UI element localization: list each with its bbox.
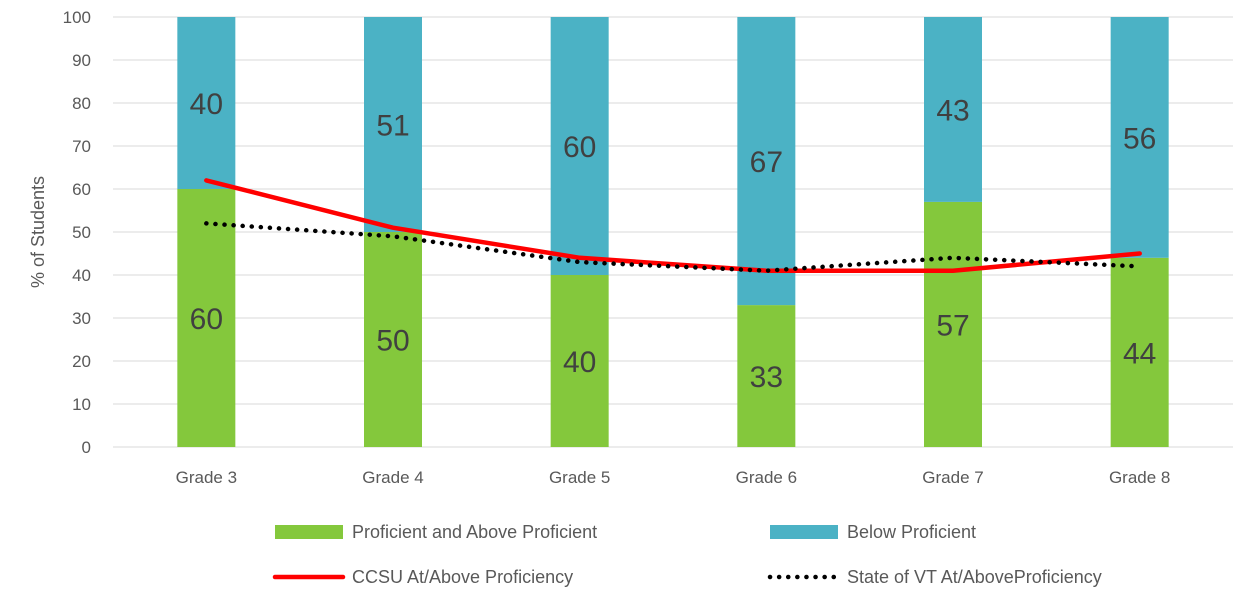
data-label: 33 [750, 361, 783, 394]
data-label: 51 [376, 110, 409, 143]
bar-below-proficient [924, 17, 982, 202]
x-tick-label: Grade 3 [176, 468, 237, 487]
line-ccsu-at-above-proficiency [204, 178, 1142, 273]
legend-swatch-proficient-and-above-proficient [275, 525, 343, 539]
x-tick-label: Grade 5 [549, 468, 610, 487]
bars [177, 17, 1169, 447]
y-tick-label: 50 [72, 223, 91, 242]
bar-proficient-and-above-proficient [550, 275, 609, 447]
y-tick-label: 60 [72, 180, 91, 199]
bar-proficient-and-above-proficient [737, 305, 796, 447]
y-tick-label: 100 [63, 8, 91, 27]
y-tick-label: 70 [72, 137, 91, 156]
bar-below-proficient [550, 17, 609, 275]
legend-label: Below Proficient [847, 522, 976, 542]
x-tick-label: Grade 7 [922, 468, 983, 487]
lines [204, 178, 1142, 273]
x-tick-label: Grade 8 [1109, 468, 1170, 487]
y-tick-label: 10 [72, 395, 91, 414]
legend-label: CCSU At/Above Proficiency [352, 567, 573, 587]
legend-label: Proficient and Above Proficient [352, 522, 597, 542]
data-label: 50 [376, 325, 409, 358]
data-labels: 60 40 50 51 40 60 33 67 57 43 44 56 [190, 88, 1157, 394]
y-tick-label: 0 [82, 438, 91, 457]
data-label: 60 [563, 131, 596, 164]
bar-proficient-and-above-proficient [924, 201, 982, 447]
data-label: 60 [190, 303, 223, 336]
y-tick-label: 40 [72, 266, 91, 285]
bar-proficient-and-above-proficient [177, 189, 236, 447]
data-label: 67 [750, 146, 783, 179]
data-label: 40 [190, 88, 223, 121]
x-tick-label: Grade 6 [736, 468, 797, 487]
data-label: 44 [1123, 337, 1156, 370]
data-label: 57 [936, 309, 969, 342]
legend-label: State of VT At/AboveProficiency [847, 567, 1102, 587]
data-label: 43 [936, 94, 969, 127]
bar-below-proficient [1110, 17, 1169, 258]
y-tick-label: 90 [72, 51, 91, 70]
data-label: 56 [1123, 122, 1156, 155]
bar-below-proficient [177, 17, 236, 189]
y-tick-label: 80 [72, 94, 91, 113]
bar-proficient-and-above-proficient [1110, 257, 1169, 447]
y-axis-title: % of Students [28, 176, 48, 288]
legend: Proficient and Above Proficient Below Pro… [272, 522, 1102, 587]
bar-below-proficient [364, 17, 422, 232]
x-axis-ticks: Grade 3 Grade 4 Grade 5 Grade 6 Grade 7 Grade… [176, 468, 1171, 487]
x-tick-label: Grade 4 [362, 468, 423, 487]
gridlines [113, 16, 1233, 448]
bar-proficient-and-above-proficient [364, 232, 422, 447]
y-tick-label: 20 [72, 352, 91, 371]
y-tick-label: 30 [72, 309, 91, 328]
line-state-of-vt-at-aboveproficiency [204, 221, 1142, 273]
legend-swatch-below-proficient [770, 525, 838, 539]
data-label: 40 [563, 346, 596, 379]
bar-below-proficient [737, 17, 796, 306]
y-axis-ticks: 0 10 20 30 40 50 60 70 80 90 100 [63, 8, 91, 457]
